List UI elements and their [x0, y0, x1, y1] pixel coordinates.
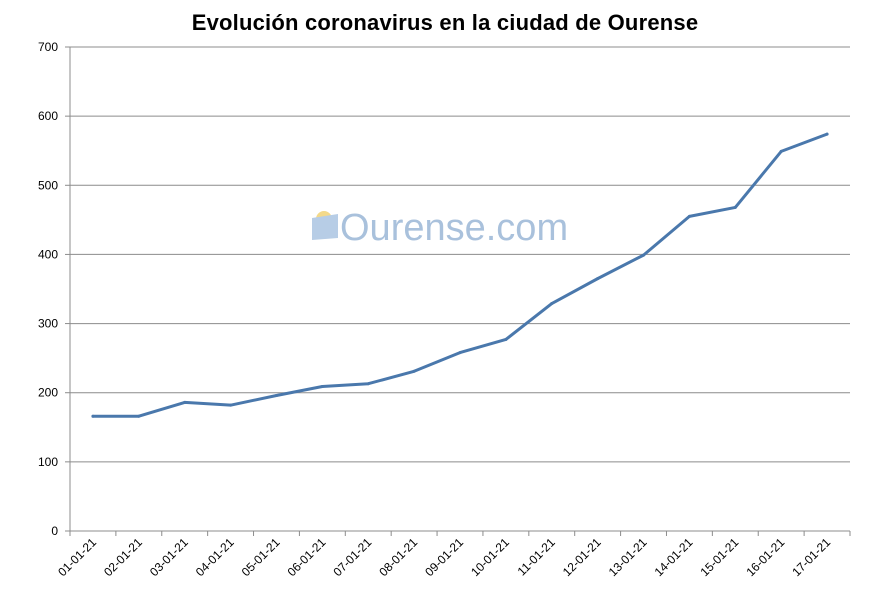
- watermark-text: Ourense.com: [340, 207, 568, 249]
- series-line: [91, 132, 829, 418]
- x-tick-label: 02-01-21: [101, 535, 145, 579]
- x-tick-label: 16-01-21: [743, 535, 787, 579]
- data-point: [137, 414, 141, 418]
- data-point: [91, 414, 95, 418]
- y-tick-label: 500: [38, 178, 58, 192]
- data-point: [596, 277, 600, 281]
- y-tick-label: 400: [38, 247, 58, 261]
- x-tick-label: 03-01-21: [147, 535, 191, 579]
- x-tick-label: 09-01-21: [422, 535, 466, 579]
- x-tick-label: 17-01-21: [789, 535, 833, 579]
- x-tick-label: 15-01-21: [698, 535, 742, 579]
- y-tick-label: 700: [38, 40, 58, 54]
- x-tick-label: 11-01-21: [515, 535, 558, 578]
- data-point: [733, 205, 737, 209]
- x-tick-labels: 01-01-21 02-01-21 03-01-21 04-01-21 05-01-21…: [55, 535, 833, 579]
- data-point: [504, 337, 508, 341]
- chart-title: Evolución coronavirus en la ciudad de Ou…: [191, 10, 699, 35]
- x-tick-label: 08-01-21: [376, 535, 420, 579]
- data-point: [642, 253, 646, 257]
- x-tick-label: 01-01-21: [55, 535, 99, 579]
- data-point: [458, 351, 462, 355]
- watermark-logo-icon: [312, 211, 338, 240]
- data-point: [320, 384, 324, 388]
- x-tick-label: 06-01-21: [285, 535, 329, 579]
- x-tick-label: 10-01-21: [468, 535, 512, 579]
- data-point: [274, 393, 278, 397]
- x-tick-label: 12-01-21: [560, 535, 604, 579]
- data-point: [229, 403, 233, 407]
- series: [91, 132, 829, 418]
- x-tick-label: 13-01-21: [606, 535, 650, 579]
- y-tick-label: 300: [38, 317, 58, 331]
- data-point: [550, 302, 554, 306]
- data-point: [779, 149, 783, 153]
- y-tick-label: 100: [38, 455, 58, 469]
- x-tick-label: 14-01-21: [652, 535, 696, 579]
- x-tick-label: 05-01-21: [239, 535, 283, 579]
- axes: [65, 46, 851, 536]
- y-tick-label: 200: [38, 386, 58, 400]
- gridlines: [70, 46, 850, 463]
- y-tick-labels: 0 100 200 300 400 500 600 700: [38, 40, 58, 538]
- y-tick-label: 0: [51, 524, 58, 538]
- data-point: [412, 369, 416, 373]
- data-point: [183, 400, 187, 404]
- x-tick-label: 04-01-21: [193, 535, 237, 579]
- data-point: [366, 382, 370, 386]
- data-point: [687, 214, 691, 218]
- watermark: Ourense.com: [312, 207, 568, 249]
- y-tick-label: 600: [38, 109, 58, 123]
- x-tick-label: 07-01-21: [330, 535, 374, 579]
- data-point: [825, 132, 829, 136]
